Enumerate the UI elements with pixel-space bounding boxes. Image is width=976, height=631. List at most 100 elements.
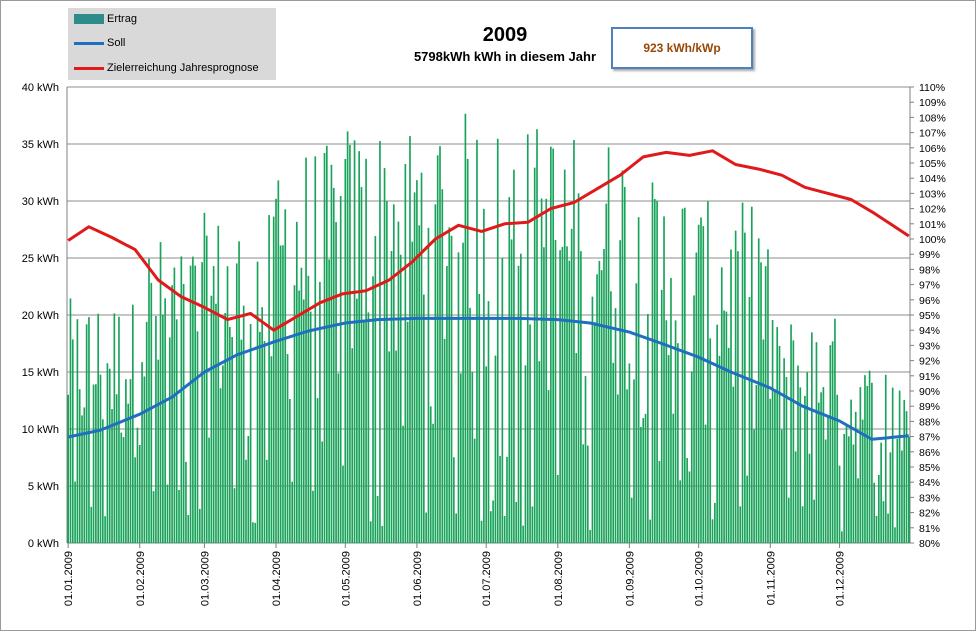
y-right-tick-label: 98% <box>919 264 940 276</box>
ertrag-bar <box>247 435 250 543</box>
ertrag-bar <box>115 394 118 543</box>
ertrag-bar <box>192 256 194 543</box>
ertrag-bar <box>409 136 411 544</box>
ertrag-bar <box>554 240 557 543</box>
ertrag-bar <box>674 320 677 543</box>
ertrag-bar <box>178 489 180 543</box>
ertrag-bar <box>861 419 864 543</box>
ertrag-bar <box>259 331 261 543</box>
ertrag-bar <box>152 491 155 543</box>
ertrag-bar <box>898 390 901 543</box>
ertrag-bar <box>633 379 635 543</box>
ertrag-bar <box>903 399 906 543</box>
ertrag-bar <box>880 442 882 543</box>
ertrag-bar <box>737 251 739 544</box>
ertrag-bar <box>806 372 809 543</box>
ertrag-bar <box>180 256 183 543</box>
ertrag-bar <box>566 246 568 544</box>
ertrag-bar <box>302 299 305 543</box>
y-right-tick-label: 88% <box>919 416 940 428</box>
ertrag-bar <box>323 153 326 543</box>
y-right-tick-label: 99% <box>919 249 940 261</box>
ertrag-bar <box>485 366 488 543</box>
ertrag-bar <box>686 458 688 543</box>
ertrag-bar <box>677 343 679 543</box>
ertrag-bar <box>603 248 605 543</box>
ertrag-bar <box>464 113 467 544</box>
ertrag-bar <box>672 413 675 543</box>
ertrag-bar <box>300 267 303 543</box>
ertrag-bar <box>820 392 822 543</box>
ertrag-bar <box>510 239 513 543</box>
ertrag-bar <box>155 316 157 543</box>
ertrag-bar <box>670 277 672 543</box>
ertrag-bar <box>362 321 365 543</box>
ertrag-bar <box>711 519 714 543</box>
ertrag-bar <box>850 399 852 543</box>
ertrag-bar <box>718 355 721 543</box>
legend-label-soll: Soll <box>107 37 126 49</box>
y-left-tick-label: 35 kWh <box>22 139 59 151</box>
ertrag-bar <box>284 209 287 543</box>
ertrag-bar <box>265 459 268 543</box>
ertrag-bar <box>577 193 580 544</box>
ertrag-bar <box>787 497 790 543</box>
ertrag-bar <box>254 522 257 543</box>
ertrag-bar <box>471 372 474 543</box>
ertrag-bar <box>889 452 892 543</box>
ertrag-bar <box>757 238 760 543</box>
ertrag-bar <box>799 387 802 543</box>
ertrag-bar <box>353 140 356 543</box>
chart-subtitle: 5798kWh kWh in diesem Jahr <box>413 49 597 64</box>
ertrag-bar <box>584 376 587 543</box>
ertrag-bar <box>108 368 111 543</box>
ertrag-bar <box>231 337 233 543</box>
ertrag-bar <box>688 471 691 543</box>
ertrag-bar <box>196 331 199 543</box>
ertrag-bar <box>815 342 818 543</box>
ertrag-bar <box>891 387 894 543</box>
ertrag-bar <box>399 254 402 543</box>
ertrag-bar <box>621 170 624 543</box>
y-right-tick-label: 109% <box>919 97 946 109</box>
ertrag-bar <box>252 522 254 543</box>
ertrag-bar <box>480 520 483 543</box>
x-tick-label: 01.01.2009 <box>63 551 75 606</box>
ertrag-bar <box>203 212 206 543</box>
ertrag-bar <box>263 341 266 543</box>
ertrag-bar <box>201 262 203 543</box>
ertrag-bar <box>205 235 208 543</box>
ertrag-bar <box>653 199 656 543</box>
ertrag-bar <box>836 394 839 543</box>
ertrag-bar <box>439 146 441 543</box>
ertrag-bar <box>804 395 806 543</box>
ertrag-bar <box>593 322 596 543</box>
ertrag-bar <box>637 217 640 544</box>
ertrag-bar <box>690 371 693 543</box>
ertrag-bar <box>831 341 834 543</box>
ertrag-bar <box>81 415 83 543</box>
ertrag-bar <box>877 474 880 543</box>
ertrag-bar <box>612 362 615 543</box>
ertrag-bar <box>492 500 494 543</box>
ertrag-bar <box>792 340 795 543</box>
ertrag-bar <box>316 398 319 543</box>
ertrag-bar <box>305 157 307 543</box>
legend-label-zielerreichung: Zielerreichung Jahresprognose <box>107 62 259 74</box>
ertrag-bar <box>704 424 707 543</box>
ertrag-bar <box>841 531 843 543</box>
ertrag-bar <box>630 497 633 543</box>
ertrag-bar <box>406 321 409 543</box>
ertrag-bar <box>145 321 148 543</box>
ertrag-bar <box>838 465 841 543</box>
ertrag-bar <box>298 290 300 543</box>
ertrag-bar <box>83 407 86 543</box>
ertrag-bar <box>545 198 548 543</box>
y-right-tick-label: 105% <box>919 158 946 170</box>
ertrag-bar <box>783 358 785 543</box>
ertrag-bar <box>270 356 273 543</box>
ertrag-bar <box>411 241 414 543</box>
ertrag-bar <box>614 308 617 543</box>
ertrag-bar <box>753 429 755 543</box>
ertrag-bar <box>769 398 772 543</box>
